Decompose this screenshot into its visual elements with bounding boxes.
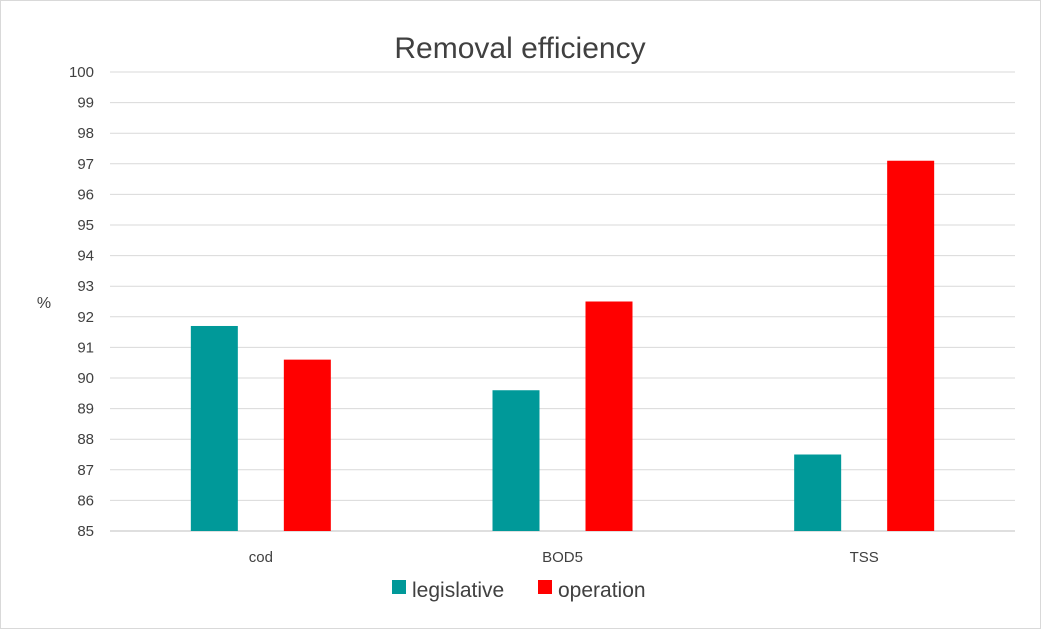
y-tick-label: 98 [77, 125, 94, 142]
y-axis-label: % [37, 295, 51, 312]
y-tick-label: 93 [77, 278, 94, 295]
x-tick-label: TSS [850, 549, 879, 566]
legend-swatch-legislative [392, 580, 406, 594]
x-axis: cod BOD5 TSS [249, 549, 879, 566]
gridlines [110, 71, 1015, 532]
bar-operation-BOD5 [585, 301, 633, 531]
y-tick-label: 89 [77, 401, 94, 418]
bar-legislative-TSS [794, 454, 842, 531]
y-tick-label: 85 [77, 523, 94, 540]
y-tick-label: 88 [77, 431, 94, 448]
y-tick-label: 92 [77, 309, 94, 326]
y-tick-label: 87 [77, 462, 94, 479]
chart-title: Removal efficiency [394, 32, 645, 65]
y-tick-label: 99 [77, 95, 94, 112]
y-tick-label: 90 [77, 370, 94, 387]
legend: legislative operation [392, 579, 646, 602]
bar-operation-TSS [887, 160, 935, 532]
legend-swatch-operation [538, 580, 552, 594]
y-tick-label: 96 [77, 186, 94, 203]
x-tick-label: BOD5 [542, 549, 583, 566]
y-tick-label: 86 [77, 492, 94, 509]
y-tick-label: 95 [77, 217, 94, 234]
y-tick-label: 94 [77, 248, 94, 265]
y-tick-label: 100 [69, 64, 94, 81]
legend-label-legislative: legislative [412, 579, 504, 602]
y-tick-label: 97 [77, 156, 94, 173]
legend-label-operation: operation [558, 579, 646, 602]
bar-legislative-cod [190, 325, 238, 531]
y-tick-label: 91 [77, 339, 94, 356]
bar-legislative-BOD5 [492, 390, 540, 531]
x-tick-label: cod [249, 549, 273, 566]
y-axis-ticks: 85 86 87 88 89 90 91 92 93 94 95 96 97 98 99 100 [69, 64, 94, 540]
bars [190, 160, 935, 532]
bar-operation-cod [283, 359, 331, 531]
